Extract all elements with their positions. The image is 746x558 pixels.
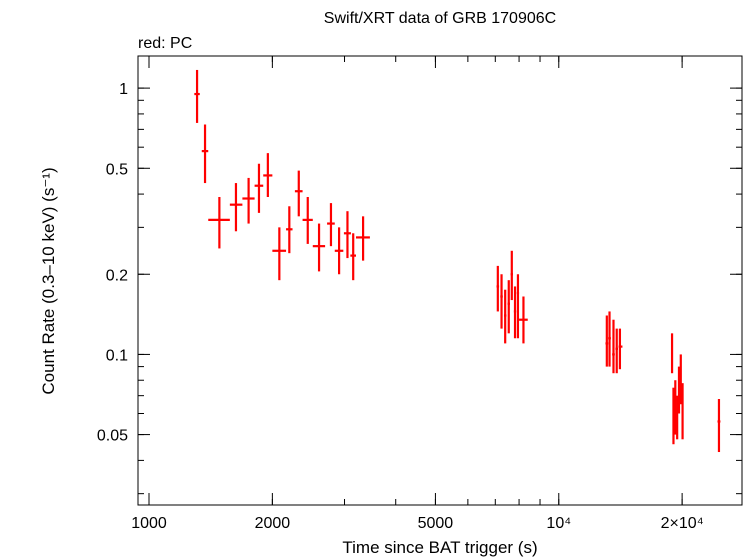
data-point [350, 233, 357, 281]
data-point [618, 328, 623, 370]
data-point [519, 296, 528, 344]
x-axis-label: Time since BAT trigger (s) [342, 538, 537, 557]
data-point [327, 203, 335, 247]
data-point [254, 163, 264, 213]
data-point [242, 177, 255, 224]
data-point [194, 69, 200, 123]
data-point [312, 223, 326, 272]
data-point [510, 250, 513, 301]
x-tick-label: 2000 [255, 515, 291, 532]
y-tick-label: 0.05 [97, 428, 128, 445]
data-point [356, 216, 370, 261]
data-point [516, 274, 520, 339]
data-point [677, 366, 681, 414]
data-point [674, 380, 677, 435]
plot-frame [137, 55, 743, 506]
chart-title: Swift/XRT data of GRB 170906C [324, 10, 556, 27]
chart-subtitle: red: PC [138, 35, 192, 52]
axes: 1000 2000 5000 10⁴ 2×10⁴ 0.05 0.1 0.2 0.5 1 [97, 56, 742, 532]
y-tick-label: 0.2 [106, 267, 128, 284]
data-point [263, 153, 273, 198]
data-point [500, 274, 503, 329]
x-tick-label: 2×10⁴ [661, 515, 704, 532]
data-point [513, 286, 517, 339]
x-tick-label: 10⁴ [546, 515, 571, 532]
data-point [679, 354, 682, 405]
data-point [229, 183, 243, 232]
data-point [208, 197, 230, 249]
data-point [343, 211, 351, 259]
data-point [612, 319, 615, 374]
x-tick-label: 1000 [131, 515, 167, 532]
data-point [334, 227, 344, 275]
data-point [302, 197, 313, 244]
data-point [507, 280, 510, 334]
y-tick-label: 0.1 [106, 347, 128, 364]
data-point [272, 227, 287, 281]
data-point [681, 383, 684, 440]
data-point [286, 206, 293, 254]
data-point [608, 311, 611, 367]
y-axis-label: Count Rate (0.3–10 keV) (s⁻¹) [39, 167, 58, 394]
data-point [201, 124, 209, 184]
data-point [294, 170, 303, 217]
y-tick-label: 0.5 [106, 161, 128, 178]
data-point [615, 328, 619, 374]
data-point [676, 395, 679, 440]
y-tick-label: 1 [119, 81, 128, 98]
data-point [672, 387, 675, 445]
x-tick-label: 5000 [418, 515, 454, 532]
data-point [717, 399, 721, 453]
data-point [670, 333, 674, 374]
data-points [194, 69, 721, 453]
data-point [605, 315, 609, 367]
data-point [496, 265, 500, 312]
data-point [503, 289, 507, 344]
